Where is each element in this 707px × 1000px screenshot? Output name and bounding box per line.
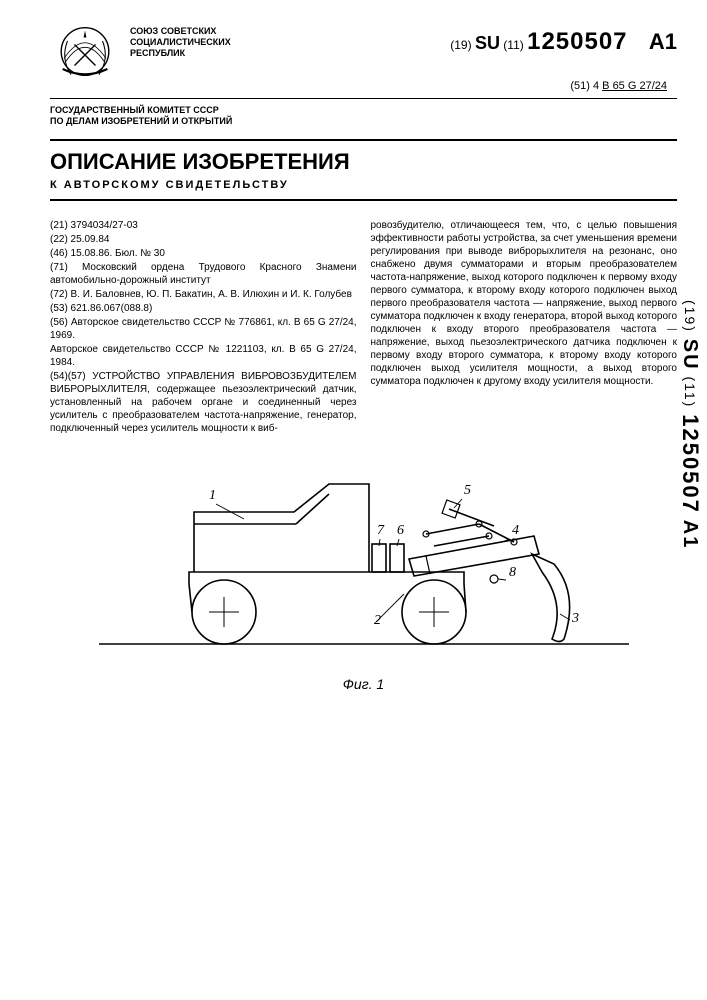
body-text: (21) 3794034/27-03 (22) 25.09.84 (46) 15… — [50, 219, 677, 436]
field-56a: (56) Авторское свидетельство СССР № 7768… — [50, 316, 357, 342]
code-19: (19) — [450, 38, 471, 52]
side-code-19: (19) — [682, 300, 698, 333]
country-code: SU — [475, 33, 500, 53]
document-title: ОПИСАНИЕ ИЗОБРЕТЕНИЯ — [50, 149, 677, 175]
union-line3: РЕСПУБЛИК — [130, 48, 231, 59]
document-title-block: ОПИСАНИЕ ИЗОБРЕТЕНИЯ К АВТОРСКОМУ СВИДЕТ… — [50, 139, 677, 201]
patent-header: СОЮЗ СОВЕТСКИХ СОЦИАЛИСТИЧЕСКИХ РЕСПУБЛИ… — [50, 20, 677, 90]
field-53: (53) 621.86.067(088.8) — [50, 302, 357, 315]
figure-1: 1 76 5 4 8 2 3 Фиг. 1 — [50, 464, 677, 692]
side-kind: A1 — [679, 520, 701, 550]
publication-number: 1250507 — [527, 28, 627, 55]
side-code-11: (11) — [682, 376, 698, 408]
document-subtitle: К АВТОРСКОМУ СВИДЕТЕЛЬСТВУ — [50, 179, 677, 191]
figure-label-2: 2 — [374, 613, 381, 628]
figure-label-3: 3 — [571, 611, 579, 626]
figure-label-1: 1 — [209, 488, 216, 503]
union-line1: СОЮЗ СОВЕТСКИХ — [130, 26, 231, 37]
right-column: ровозбудителю, отличающееся тем, что, с … — [371, 219, 678, 436]
field-72: (72) В. И. Баловнев, Ю. П. Бакатин, А. В… — [50, 288, 357, 301]
figure-label-8: 8 — [509, 565, 516, 580]
field-54-57: (54)(57) УСТРОЙСТВО УПРАВЛЕНИЯ ВИБРОВОЗБ… — [50, 370, 357, 435]
left-column: (21) 3794034/27-03 (22) 25.09.84 (46) 15… — [50, 219, 357, 436]
code-51: (51) 4 — [570, 80, 599, 92]
committee-line2: ПО ДЕЛАМ ИЗОБРЕТЕНИЙ И ОТКРЫТИЙ — [50, 116, 677, 127]
field-21: (21) 3794034/27-03 — [50, 219, 357, 232]
field-46: (46) 15.08.86. Бюл. № 30 — [50, 247, 357, 260]
state-committee: ГОСУДАРСТВЕННЫЙ КОМИТЕТ СССР ПО ДЕЛАМ ИЗ… — [50, 98, 677, 127]
union-line2: СОЦИАЛИСТИЧЕСКИХ — [130, 37, 231, 48]
abstract-continuation: ровозбудителю, отличающееся тем, что, с … — [371, 219, 678, 388]
figure-caption: Фиг. 1 — [50, 676, 677, 692]
figure-label-7: 7 — [377, 523, 385, 538]
kind-code: A1 — [649, 29, 677, 54]
side-publication-label: (19) SU (11) 1250507 A1 — [677, 300, 703, 549]
figure-label-4: 4 — [512, 523, 519, 538]
figure-label-5: 5 — [464, 483, 471, 498]
classification-value: B 65 G 27/24 — [602, 80, 667, 92]
field-71: (71) Московский ордена Трудового Красног… — [50, 261, 357, 287]
ipc-classification: (51) 4 B 65 G 27/24 — [570, 80, 667, 92]
publication-number-block: (19) SU (11) 1250507 A1 — [450, 20, 677, 56]
side-number: 1250507 — [678, 414, 703, 514]
figure-label-6: 6 — [397, 523, 404, 538]
side-country: SU — [679, 339, 701, 371]
committee-line1: ГОСУДАРСТВЕННЫЙ КОМИТЕТ СССР — [50, 105, 677, 116]
union-name: СОЮЗ СОВЕТСКИХ СОЦИАЛИСТИЧЕСКИХ РЕСПУБЛИ… — [130, 20, 231, 58]
code-11: (11) — [503, 38, 523, 52]
state-emblem — [50, 20, 120, 90]
field-22: (22) 25.09.84 — [50, 233, 357, 246]
field-56b: Авторское свидетельство СССР № 1221103, … — [50, 343, 357, 369]
vehicle-diagram: 1 76 5 4 8 2 3 — [94, 464, 634, 674]
